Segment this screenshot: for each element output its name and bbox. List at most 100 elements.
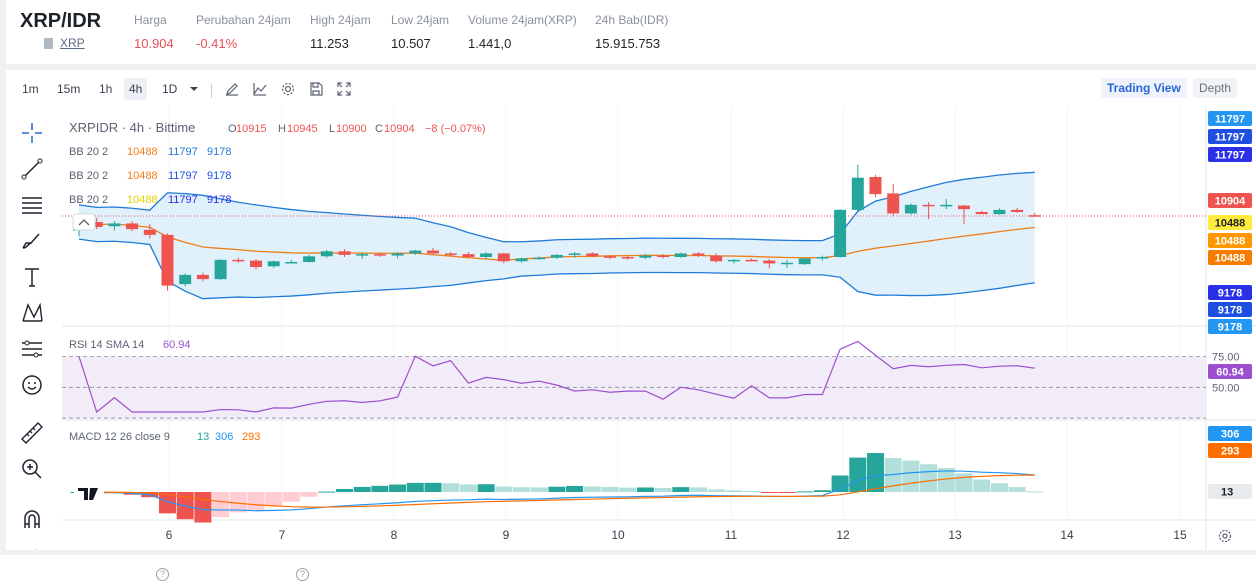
candle — [480, 252, 493, 259]
tab-stop-limit[interactable]: ? — [293, 565, 309, 581]
candle-body — [250, 260, 262, 267]
candle — [887, 184, 900, 216]
crosshair-icon[interactable] — [19, 120, 45, 146]
price-badge-label: 10488 — [1215, 253, 1246, 265]
macd-histogram-bar — [159, 492, 176, 514]
candle-body — [621, 257, 634, 259]
candle-body — [427, 250, 439, 254]
time-axis-tick: 12 — [836, 528, 850, 542]
candle — [674, 252, 687, 258]
candle — [444, 252, 457, 257]
candle-body — [356, 254, 369, 256]
rsi-badge — [1208, 364, 1252, 379]
chevron-down-icon[interactable] — [188, 81, 200, 97]
candle — [745, 258, 758, 262]
pattern-icon[interactable] — [19, 300, 45, 326]
candle — [1028, 213, 1041, 217]
time-axis-tick: 9 — [503, 528, 510, 542]
trend-line-icon[interactable] — [19, 156, 45, 182]
stat-price: Harga 10.904 — [134, 13, 174, 51]
timeframe-4h[interactable]: 4h — [124, 78, 148, 100]
candle — [90, 217, 103, 230]
candle — [267, 260, 280, 268]
coin-icon — [44, 38, 53, 49]
save-icon[interactable] — [308, 81, 324, 97]
candle-body — [214, 259, 227, 280]
chart-canvas[interactable]: XRPIDR · 4h · Bittime O 10915 H 10945 L 10900 C… — [6, 70, 1256, 550]
depth-button[interactable]: Depth — [1193, 78, 1238, 98]
candle — [834, 209, 847, 258]
prediction-icon[interactable] — [19, 336, 45, 362]
collapse-legend-button[interactable] — [72, 213, 96, 231]
legend-low: 10900 — [336, 123, 367, 135]
candle-body — [604, 256, 616, 258]
order-type-tabs: ? ? — [0, 555, 1256, 585]
macd-badge-label: 306 — [1221, 429, 1239, 441]
macd-histogram-bar — [530, 487, 548, 492]
candle-body — [958, 205, 970, 210]
axis-settings-icon[interactable] — [1218, 529, 1232, 543]
macd-histogram-bar — [389, 484, 407, 492]
timeframe-1h[interactable]: 1h — [99, 82, 113, 96]
fullscreen-icon[interactable] — [336, 81, 352, 97]
macd-histogram-bar — [654, 487, 672, 492]
chart-toolbar: 1m 15m 1h 4h 1D Trading View Depth — [6, 70, 1256, 106]
timeframe-1m[interactable]: 1m — [22, 82, 39, 96]
timeframe-15m[interactable]: 15m — [57, 82, 81, 96]
bollinger-upper — [78, 171, 1035, 243]
macd-legend-hist: 13 — [197, 431, 209, 443]
smiley-icon[interactable] — [19, 372, 45, 398]
time-axis-tick: 10 — [611, 528, 625, 542]
help-icon[interactable]: ? — [156, 568, 169, 581]
candle-body — [320, 251, 333, 257]
candle-body — [373, 254, 386, 256]
gear-icon[interactable] — [280, 81, 296, 97]
stat-label: High 24jam — [310, 13, 371, 27]
rsi-legend-value: 60.94 — [163, 339, 191, 351]
candle — [869, 174, 882, 197]
candle-body — [869, 177, 882, 195]
text-icon[interactable] — [19, 264, 45, 290]
candle — [851, 164, 864, 212]
ruler-icon[interactable] — [19, 420, 45, 446]
candle-body — [781, 262, 793, 265]
candle — [320, 249, 333, 258]
trading-view-button[interactable]: Trading View — [1101, 78, 1187, 98]
candle — [108, 221, 121, 231]
macd-histogram-bar — [743, 490, 761, 492]
indicator-icon[interactable] — [252, 81, 268, 97]
candle-body — [1011, 209, 1024, 212]
bb-legend-mid: 10488 — [127, 194, 158, 206]
stat-value: 10.507 — [391, 36, 431, 51]
candle-body — [674, 253, 687, 257]
tab-market-price[interactable]: ? — [153, 565, 169, 581]
bb-legend-upper: 11797 — [168, 170, 198, 182]
help-icon[interactable]: ? — [296, 568, 309, 581]
toolbar-divider — [211, 84, 212, 98]
chart-panel: 1m 15m 1h 4h 1D Trading View Depth — [6, 70, 1256, 550]
macd-histogram-bar — [796, 491, 814, 493]
magnet-icon[interactable] — [19, 506, 45, 532]
timeframe-1d[interactable]: 1D — [162, 82, 178, 96]
stat-value: 10.904 — [134, 36, 174, 51]
candle — [126, 221, 139, 232]
stat-value: 11.253 — [310, 36, 349, 51]
macd-histogram-bar — [194, 492, 212, 523]
zoom-in-icon[interactable] — [19, 456, 45, 482]
price-badge — [1208, 215, 1252, 230]
macd-line — [78, 470, 1035, 512]
candle — [533, 256, 546, 260]
macd-histogram-bar — [601, 486, 619, 492]
coin-link[interactable]: XRP — [60, 36, 85, 50]
candle — [373, 252, 386, 257]
rsi-axis-tick: 75.00 — [1212, 352, 1240, 364]
brush-icon[interactable] — [19, 228, 45, 254]
fib-lines-icon[interactable] — [19, 192, 45, 218]
macd-histogram-bar — [282, 492, 300, 502]
pencil-icon[interactable] — [224, 81, 240, 97]
macd-histogram-bar — [990, 483, 1008, 492]
bollinger-fill — [79, 172, 1035, 299]
macd-histogram-bar — [495, 486, 513, 492]
price-badge-label: 9178 — [1218, 322, 1242, 334]
candle-body — [267, 261, 280, 267]
